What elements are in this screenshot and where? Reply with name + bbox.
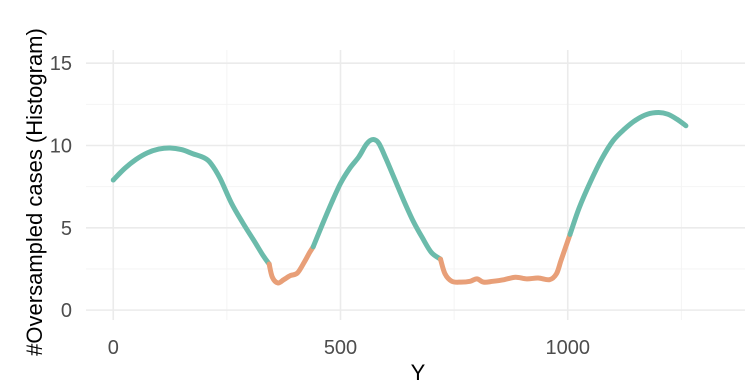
series-line-segment-5 xyxy=(567,110,689,237)
y-tick-label: 10 xyxy=(50,135,72,157)
tick-labels: 0 500 1000 0 5 10 15 xyxy=(50,53,590,359)
x-axis-title: Y xyxy=(411,360,426,384)
series-lines xyxy=(110,110,689,286)
x-tick-label: 0 xyxy=(108,337,119,359)
series-line-segment-3 xyxy=(310,136,443,262)
series-line-segment-1 xyxy=(110,145,272,267)
series-line-segment-4 xyxy=(438,231,573,285)
y-tick-label: 5 xyxy=(61,218,72,240)
y-axis-title: #Oversampled cases (Histogram) xyxy=(22,28,47,356)
series-line-segment-2 xyxy=(266,244,316,286)
y-tick-label: 0 xyxy=(61,300,72,322)
x-tick-label: 500 xyxy=(324,337,357,359)
y-tick-label: 15 xyxy=(50,53,72,75)
grid xyxy=(86,50,745,320)
x-tick-label: 1000 xyxy=(546,337,591,359)
